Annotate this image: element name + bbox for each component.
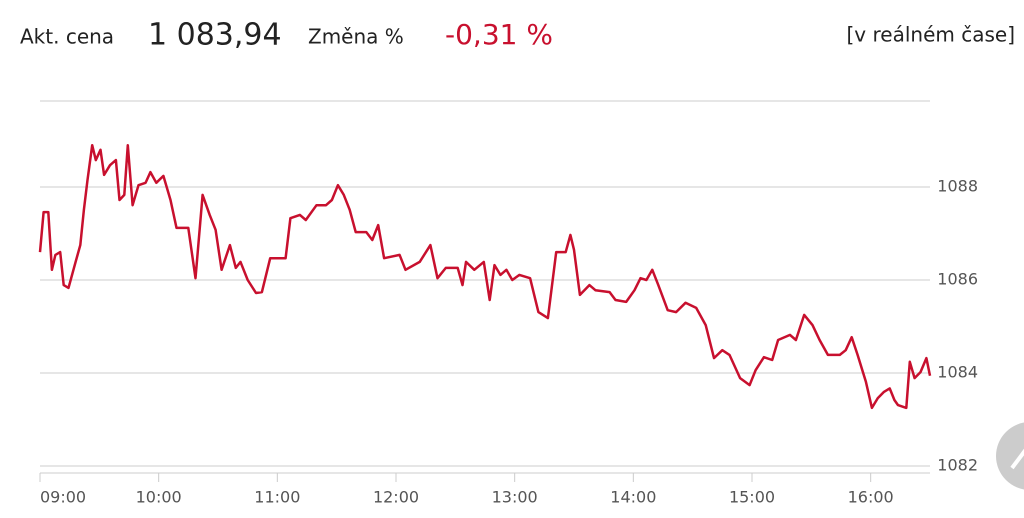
x-tick-label: 12:00: [373, 488, 419, 507]
x-tick-label: 09:00: [40, 488, 86, 507]
x-tick-label: 15:00: [729, 488, 775, 507]
price-label: Akt. cena: [20, 25, 114, 49]
change: -0,31 %: [445, 18, 553, 51]
y-tick-label: 1082: [937, 456, 978, 475]
price-line: [38, 143, 932, 410]
x-tick-label: 11:00: [254, 488, 300, 507]
mode: [v reálném čase]: [847, 23, 1016, 47]
x-tick-label: 13:00: [492, 488, 538, 507]
x-tick-label: 14:00: [610, 488, 656, 507]
y-tick-label: 1084: [937, 363, 978, 382]
y-tick-label: 1086: [937, 270, 978, 289]
x-tick-label: 10:00: [136, 488, 182, 507]
scroll-arrow: [1010, 448, 1024, 470]
change-label: Změna %: [308, 25, 404, 49]
scroll-top-button[interactable]: [996, 422, 1024, 490]
x-tick-label: 16:00: [848, 488, 894, 507]
price: 1 083,94: [148, 18, 282, 53]
y-tick-label: 1088: [937, 177, 978, 196]
